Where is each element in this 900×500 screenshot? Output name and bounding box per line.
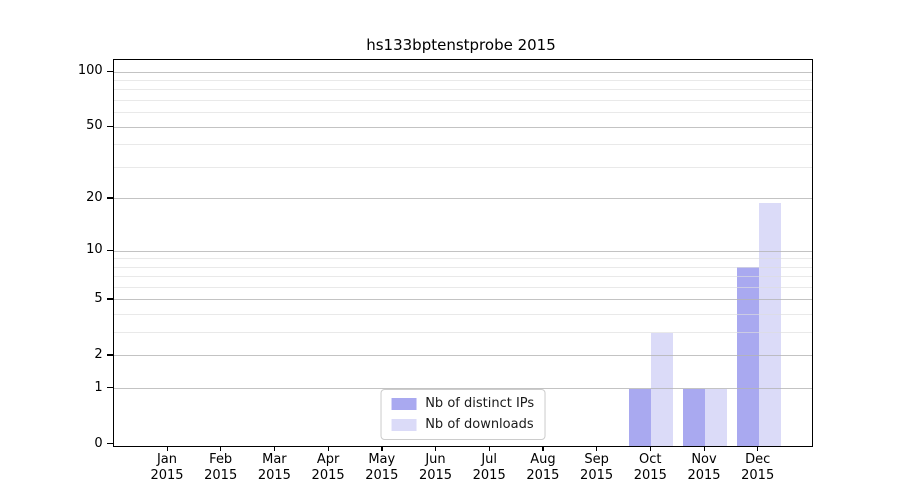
y-tick-label: 5 xyxy=(94,290,103,306)
x-tick-label: Sep 2015 xyxy=(562,452,632,485)
x-tick-mark xyxy=(703,445,705,451)
x-tick-label-year: 2015 xyxy=(580,468,614,484)
x-tick-mark xyxy=(273,445,276,451)
y-gridline-major xyxy=(113,355,812,357)
y-tick-label: 20 xyxy=(86,189,103,205)
x-tick-label-month: Apr xyxy=(316,451,340,467)
y-tick-mark xyxy=(106,197,113,199)
x-tick-mark xyxy=(166,445,168,451)
x-tick-label-year: 2015 xyxy=(311,468,345,484)
x-tick-label-month: Aug xyxy=(530,451,556,467)
x-tick-label: Feb 2015 xyxy=(186,452,256,485)
y-gridline-minor xyxy=(113,89,812,91)
x-tick-label: Jul 2015 xyxy=(454,452,524,485)
x-tick-label: Oct 2015 xyxy=(615,452,685,485)
y-tick-label: 0 xyxy=(94,435,103,451)
y-tick-mark xyxy=(106,125,113,128)
bar-downloads xyxy=(651,332,674,446)
y-gridline-minor xyxy=(113,286,812,288)
bar-downloads xyxy=(704,388,727,446)
y-gridline-major xyxy=(113,71,812,73)
x-tick-label-year: 2015 xyxy=(418,468,453,484)
x-tick-label-month: Jun xyxy=(425,451,446,467)
y-tick-mark xyxy=(106,298,113,300)
x-tick-label: Nov 2015 xyxy=(669,452,739,485)
x-tick-label: Apr 2015 xyxy=(293,452,363,485)
y-tick-mark xyxy=(106,443,113,445)
y-tick-label: 2 xyxy=(94,346,103,362)
y-gridline-minor xyxy=(113,332,812,334)
y-tick-mark xyxy=(106,354,113,356)
y-gridline-major xyxy=(113,198,812,200)
x-tick-label-month: Oct xyxy=(639,451,662,467)
x-tick-label: May 2015 xyxy=(347,452,417,485)
x-tick-label-year: 2015 xyxy=(472,468,506,484)
x-tick-mark xyxy=(381,445,383,451)
x-tick-label-year: 2015 xyxy=(687,468,721,484)
x-tick-mark xyxy=(220,445,222,451)
x-tick-mark xyxy=(327,445,329,451)
y-gridline-minor xyxy=(113,100,812,102)
y-tick-mark xyxy=(106,249,113,251)
bar-distinct-ips xyxy=(629,388,652,446)
legend-entry-distinct-ips: Nb of distinct IPs xyxy=(391,395,535,411)
x-tick-label-month: Jan xyxy=(156,451,178,467)
x-tick-mark xyxy=(488,445,490,451)
x-tick-label: Mar 2015 xyxy=(239,452,309,485)
y-tick-label: 1 xyxy=(94,379,103,395)
x-tick-label-month: Dec xyxy=(745,451,771,467)
legend-swatch-distinct-ips xyxy=(391,397,417,410)
bar-distinct-ips xyxy=(736,267,759,446)
x-tick-label-year: 2015 xyxy=(633,468,667,484)
y-tick-mark xyxy=(106,387,113,389)
x-tick-mark xyxy=(542,445,544,451)
y-gridline-minor xyxy=(113,144,812,146)
legend-entry-downloads: Nb of downloads xyxy=(391,416,534,432)
y-gridline-major xyxy=(113,299,812,301)
x-tick-label-year: 2015 xyxy=(526,468,560,484)
y-tick-mark xyxy=(106,70,113,72)
y-gridline-minor xyxy=(113,80,812,81)
y-gridline-minor xyxy=(113,258,812,260)
x-tick-label-month: Mar xyxy=(262,451,287,467)
x-tick-label-year: 2015 xyxy=(365,468,399,484)
legend-label-downloads: Nb of downloads xyxy=(425,416,534,432)
x-tick-label-month: Sep xyxy=(584,451,609,467)
chart-title: hs133bptenstprobe 2015 xyxy=(366,36,556,54)
y-gridline-minor xyxy=(113,314,812,316)
y-gridline-minor xyxy=(113,266,812,268)
x-tick-label-year: 2015 xyxy=(257,468,291,484)
y-gridline-major xyxy=(113,126,812,128)
x-tick-label-month: May xyxy=(368,451,396,467)
plot-area: Nb of distinct IPs Nb of downloads xyxy=(112,59,813,447)
bar-downloads xyxy=(758,202,781,446)
y-gridline-minor xyxy=(113,276,812,278)
x-tick-mark xyxy=(649,445,652,451)
x-tick-label-year: 2015 xyxy=(741,468,775,484)
legend: Nb of distinct IPs Nb of downloads xyxy=(380,388,546,440)
x-tick-mark xyxy=(757,445,759,451)
legend-label-distinct-ips: Nb of distinct IPs xyxy=(425,395,535,411)
x-tick-mark xyxy=(596,445,598,451)
y-tick-label: 100 xyxy=(77,63,103,79)
x-tick-label-month: Jul xyxy=(481,451,498,467)
x-tick-label-month: Nov xyxy=(691,451,717,467)
y-gridline-major xyxy=(113,388,812,390)
x-tick-label-year: 2015 xyxy=(150,468,184,484)
bar-distinct-ips xyxy=(682,388,705,446)
y-gridline-minor xyxy=(113,166,812,168)
y-tick-label: 10 xyxy=(86,242,103,257)
x-tick-label-year: 2015 xyxy=(204,468,238,484)
x-tick-label: Dec 2015 xyxy=(723,452,793,485)
y-gridline-major xyxy=(113,250,812,252)
legend-swatch-downloads xyxy=(391,418,417,431)
y-tick-label: 50 xyxy=(86,118,103,134)
x-tick-label: Jun 2015 xyxy=(401,452,471,485)
x-tick-mark xyxy=(435,445,437,451)
x-tick-label-month: Feb xyxy=(209,451,233,467)
x-tick-label: Aug 2015 xyxy=(508,452,578,485)
x-tick-label: Jan 2015 xyxy=(132,452,202,485)
y-gridline-minor xyxy=(113,112,812,114)
